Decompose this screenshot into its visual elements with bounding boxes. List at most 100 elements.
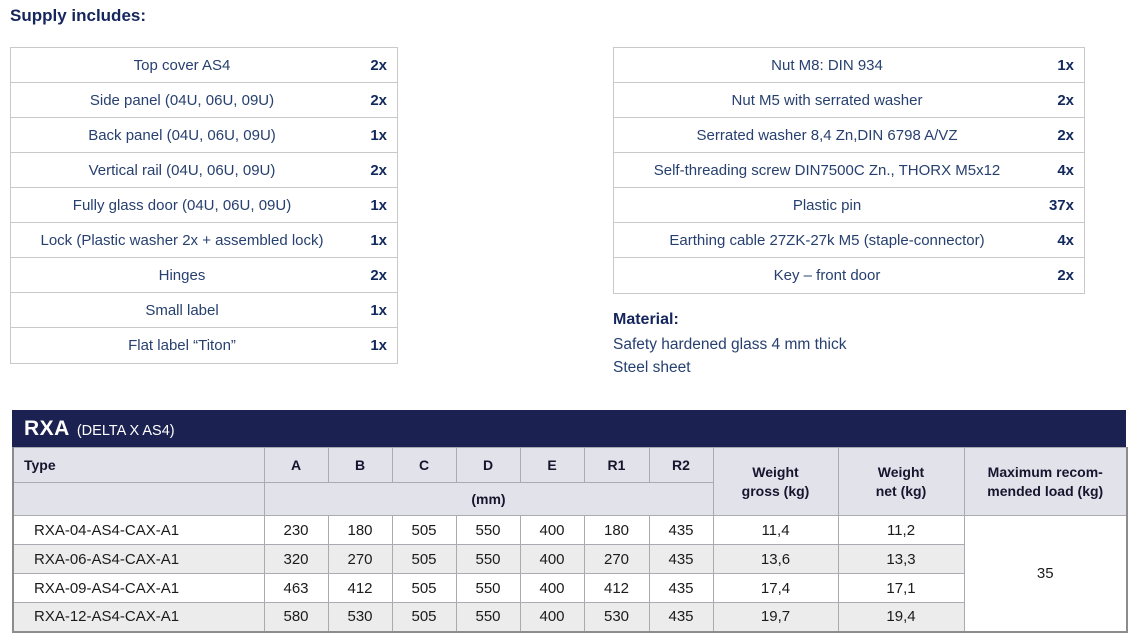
supply-row: Small label 1x [11, 293, 397, 328]
supply-item-label: Vertical rail (04U, 06U, 09U) [88, 161, 276, 179]
spec-cell-weight-net: 19,4 [837, 602, 965, 632]
supply-item-label: Side panel (04U, 06U, 09U) [89, 91, 275, 109]
spec-header-max-load: Maximum recom- mended load (kg) [963, 447, 1128, 516]
spec-cell-r2: 435 [648, 573, 714, 603]
supply-item-label: Serrated washer 8,4 Zn,DIN 6798 A/VZ [696, 126, 958, 144]
spec-cell-r1: 180 [583, 515, 650, 545]
supply-row: Back panel (04U, 06U, 09U) 1x [11, 118, 397, 153]
supply-item-label: Nut M5 with serrated washer [731, 91, 923, 109]
material-line: Safety hardened glass 4 mm thick [613, 336, 847, 353]
supply-row: Lock (Plastic washer 2x + assembled lock… [11, 223, 397, 258]
spec-header-weight-net: Weight net (kg) [837, 447, 965, 516]
supply-item-label: Flat label “Titon” [128, 337, 236, 354]
supply-row: Top cover AS4 2x [11, 48, 397, 83]
supply-row: Side panel (04U, 06U, 09U) 2x [11, 83, 397, 118]
supply-item-label: Small label [145, 301, 219, 319]
supply-item-label: Nut M8: DIN 934 [771, 56, 883, 74]
supply-row: Self-threading screw DIN7500C Zn., THORX… [614, 153, 1084, 188]
spec-cell-type: RXA-09-AS4-CAX-A1 [12, 573, 265, 603]
supply-item-label: Back panel (04U, 06U, 09U) [88, 126, 276, 144]
spec-cell-weight-gross: 19,7 [712, 602, 839, 632]
supply-item-label: Lock (Plastic washer 2x + assembled lock… [40, 231, 324, 249]
supply-row: Nut M5 with serrated washer 2x [614, 83, 1084, 118]
spec-cell-type: RXA-06-AS4-CAX-A1 [12, 544, 265, 574]
spec-cell-b: 412 [327, 573, 393, 603]
supply-row: Serrated washer 8,4 Zn,DIN 6798 A/VZ 2x [614, 118, 1084, 153]
supply-item-qty: 2x [1057, 126, 1074, 144]
spec-cell-c: 505 [391, 515, 457, 545]
spec-header-weight-gross: Weight gross (kg) [712, 447, 839, 516]
supply-item-qty: 1x [1057, 56, 1074, 74]
spec-header-d: D [455, 447, 521, 483]
supply-row: Earthing cable 27ZK-27k M5 (staple-conne… [614, 223, 1084, 258]
supply-item-label: Key – front door [773, 267, 881, 284]
supply-item-label: Fully glass door (04U, 06U, 09U) [72, 196, 292, 214]
spec-table-section: RXA (DELTA X AS4) Type A B C D E R1 R2 [12, 410, 1128, 633]
supply-heading: Supply includes: [10, 6, 147, 25]
supply-item-qty: 4x [1057, 231, 1074, 249]
spec-cell-weight-gross: 11,4 [712, 515, 839, 545]
supply-item-label: Earthing cable 27ZK-27k M5 (staple-conne… [669, 231, 985, 249]
supply-row: Vertical rail (04U, 06U, 09U) 2x [11, 153, 397, 188]
spec-header-r1: R1 [583, 447, 650, 483]
supply-item-qty: 1x [370, 126, 387, 144]
spec-unit-empty-cell [12, 482, 265, 516]
spec-cell-d: 550 [455, 544, 521, 574]
spec-cell-b: 530 [327, 602, 393, 632]
spec-table-subtitle: (DELTA X AS4) [76, 423, 175, 439]
supply-item-qty: 2x [370, 56, 387, 74]
spec-cell-r1: 270 [583, 544, 650, 574]
supply-item-qty: 1x [370, 231, 387, 249]
spec-header-row: Type A B C D E R1 R2 Weight gross (kg) W… [12, 447, 1128, 516]
supply-row: Plastic pin 37x [614, 188, 1084, 223]
spec-cell-d: 550 [455, 602, 521, 632]
spec-cell-c: 505 [391, 573, 457, 603]
supply-row: Key – front door 2x [614, 258, 1084, 293]
supply-item-label: Plastic pin [792, 196, 862, 214]
supply-item-qty: 37x [1048, 196, 1074, 214]
spec-cell-r1: 530 [583, 602, 650, 632]
spec-cell-weight-net: 17,1 [837, 573, 965, 603]
material-heading: Material: [613, 311, 679, 328]
spec-row: RXA-09-AS4-CAX-A1 463 412 505 550 400 41… [12, 573, 1127, 603]
supply-table-left: Top cover AS4 2x Side panel (04U, 06U, 0… [10, 47, 398, 364]
supply-row: Flat label “Titon” 1x [11, 328, 397, 363]
supply-item-qty: 2x [370, 266, 387, 284]
spec-table-title: RXA [24, 417, 70, 440]
spec-cell-e: 400 [519, 573, 585, 603]
spec-cell-weight-gross: 17,4 [712, 573, 839, 603]
supply-item-qty: 2x [370, 161, 387, 179]
supply-item-label: Top cover AS4 [133, 56, 231, 74]
spec-cell-r1: 412 [583, 573, 650, 603]
supply-row: Nut M8: DIN 934 1x [614, 48, 1084, 83]
spec-cell-r2: 435 [648, 544, 714, 574]
spec-cell-b: 270 [327, 544, 393, 574]
material-section: Material: Safety hardened glass 4 mm thi… [613, 311, 846, 379]
supply-item-qty: 2x [1057, 267, 1074, 284]
spec-row: RXA-04-AS4-CAX-A1 230 180 505 550 400 18… [12, 515, 1128, 632]
spec-cell-type: RXA-04-AS4-CAX-A1 [12, 515, 265, 545]
spec-unit-label: (mm) [263, 482, 714, 516]
spec-row: RXA-06-AS4-CAX-A1 320 270 505 550 400 27… [12, 544, 1127, 574]
spec-cell-a: 580 [263, 602, 329, 632]
spec-cell-d: 550 [455, 515, 521, 545]
supply-item-qty: 1x [370, 196, 387, 214]
spec-cell-type: RXA-12-AS4-CAX-A1 [12, 602, 265, 632]
spec-header-a: A [263, 447, 329, 483]
spec-cell-a: 463 [263, 573, 329, 603]
spec-cell-c: 505 [391, 544, 457, 574]
spec-cell-weight-net: 11,2 [837, 515, 965, 545]
spec-cell-e: 400 [519, 544, 585, 574]
spec-header-e: E [519, 447, 585, 483]
supply-table-right: Nut M8: DIN 934 1x Nut M5 with serrated … [613, 47, 1085, 294]
spec-header-r2: R2 [648, 447, 714, 483]
spec-table-title-bar: RXA (DELTA X AS4) [12, 410, 1126, 447]
spec-cell-d: 550 [455, 573, 521, 603]
supply-row: Hinges 2x [11, 258, 397, 293]
supply-item-qty: 1x [370, 337, 387, 354]
spec-cell-weight-net: 13,3 [837, 544, 965, 574]
supply-item-qty: 2x [370, 91, 387, 109]
supply-item-qty: 1x [370, 301, 387, 319]
spec-cell-weight-gross: 13,6 [712, 544, 839, 574]
